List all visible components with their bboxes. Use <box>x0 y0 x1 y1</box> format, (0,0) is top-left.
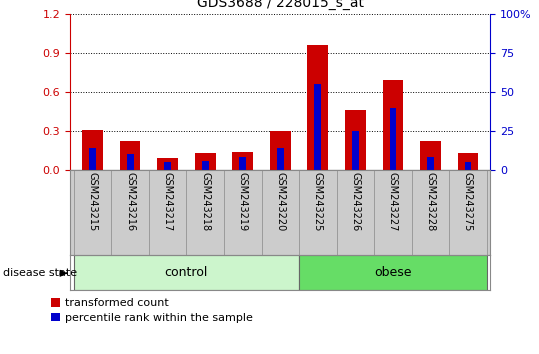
Bar <box>82 130 103 170</box>
Bar <box>299 255 487 290</box>
Title: GDS3688 / 228015_s_at: GDS3688 / 228015_s_at <box>197 0 364 10</box>
Bar <box>74 255 299 290</box>
Text: GSM243220: GSM243220 <box>275 172 285 232</box>
Bar <box>345 110 365 170</box>
Bar <box>89 148 96 170</box>
Bar <box>127 154 134 170</box>
Text: GSM243219: GSM243219 <box>238 172 248 232</box>
Text: GSM243217: GSM243217 <box>163 172 172 232</box>
Bar <box>383 80 403 170</box>
Bar <box>307 45 328 170</box>
Text: GSM243216: GSM243216 <box>125 172 135 232</box>
Text: GSM243218: GSM243218 <box>200 172 210 232</box>
Text: obese: obese <box>374 266 412 279</box>
Bar <box>270 131 291 170</box>
Bar <box>195 153 216 170</box>
Bar <box>120 141 141 170</box>
Text: GSM243228: GSM243228 <box>425 172 436 232</box>
Bar <box>427 158 434 170</box>
Text: GSM243226: GSM243226 <box>350 172 361 232</box>
Bar <box>465 162 471 170</box>
Bar <box>277 148 284 170</box>
Bar <box>202 161 209 170</box>
Bar <box>239 158 246 170</box>
Bar <box>420 141 441 170</box>
Bar <box>164 162 171 170</box>
Bar <box>314 84 321 170</box>
Legend: transformed count, percentile rank within the sample: transformed count, percentile rank withi… <box>49 296 255 325</box>
Text: control: control <box>165 266 208 279</box>
Bar <box>352 131 359 170</box>
Bar <box>157 158 178 170</box>
Bar <box>232 152 253 170</box>
Text: GSM243227: GSM243227 <box>388 172 398 232</box>
Text: GSM243275: GSM243275 <box>463 172 473 232</box>
Text: GSM243225: GSM243225 <box>313 172 323 232</box>
Text: disease state: disease state <box>3 268 77 278</box>
Bar <box>390 108 396 170</box>
Text: GSM243215: GSM243215 <box>88 172 98 232</box>
Bar <box>458 153 478 170</box>
